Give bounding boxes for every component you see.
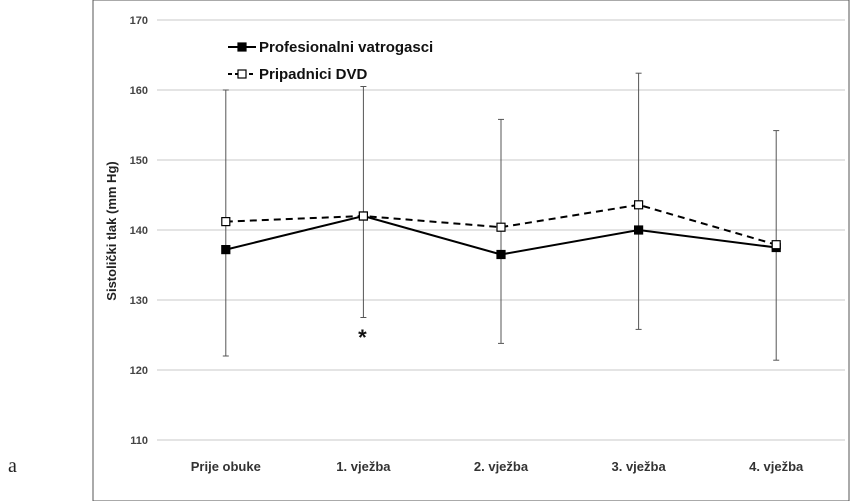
series-2-point — [633, 200, 644, 210]
series-2-point — [358, 211, 368, 221]
y-tick-label-160: 160 — [130, 85, 148, 97]
y-tick-label-170: 170 — [130, 15, 148, 27]
y-tick-label-120: 120 — [130, 365, 148, 377]
x-category-labels: Prije obuke 1. vježba 2. vježba 3. vježba 4.… — [191, 459, 804, 474]
legend-label-1: Profesionalni vatrogasci — [259, 39, 433, 56]
x-category-label: 2. vježba — [474, 459, 529, 474]
x-category-label: 1. vježba — [336, 459, 391, 474]
series-group — [221, 200, 781, 260]
series-1-point — [496, 249, 506, 260]
x-category-label: 4. vježba — [749, 459, 804, 474]
y-axis-label: Sistolički tlak (mm Hg) — [104, 161, 119, 300]
y-tick-labels: 110 120 130 140 150 160 170 — [130, 15, 148, 447]
legend-label-2: Pripadnici DVD — [259, 66, 368, 83]
legend-marker-1 — [237, 42, 247, 52]
series-2-point — [771, 240, 781, 250]
annotations: * — [358, 325, 367, 350]
y-tick-label-150: 150 — [130, 155, 148, 167]
x-category-label: 3. vježba — [611, 459, 666, 474]
series-line-2 — [225, 203, 777, 246]
gridlines — [157, 19, 845, 441]
y-tick-label-110: 110 — [130, 435, 148, 447]
series-1-point — [633, 225, 644, 235]
series-2-point — [221, 217, 231, 227]
y-tick-label-130: 130 — [130, 295, 148, 307]
chart-frame — [92, 0, 850, 501]
significance-annotation: * — [358, 325, 367, 350]
series-2-point — [496, 222, 506, 232]
figure-label: a — [8, 455, 17, 477]
x-category-label: Prije obuke — [191, 459, 261, 474]
legend: Profesionalni vatrogasci Pripadnici DVD — [228, 39, 433, 83]
error-bars — [222, 72, 780, 361]
legend-marker-2 — [237, 69, 247, 79]
series-1-point — [221, 245, 231, 255]
y-tick-label-140: 140 — [130, 225, 148, 237]
